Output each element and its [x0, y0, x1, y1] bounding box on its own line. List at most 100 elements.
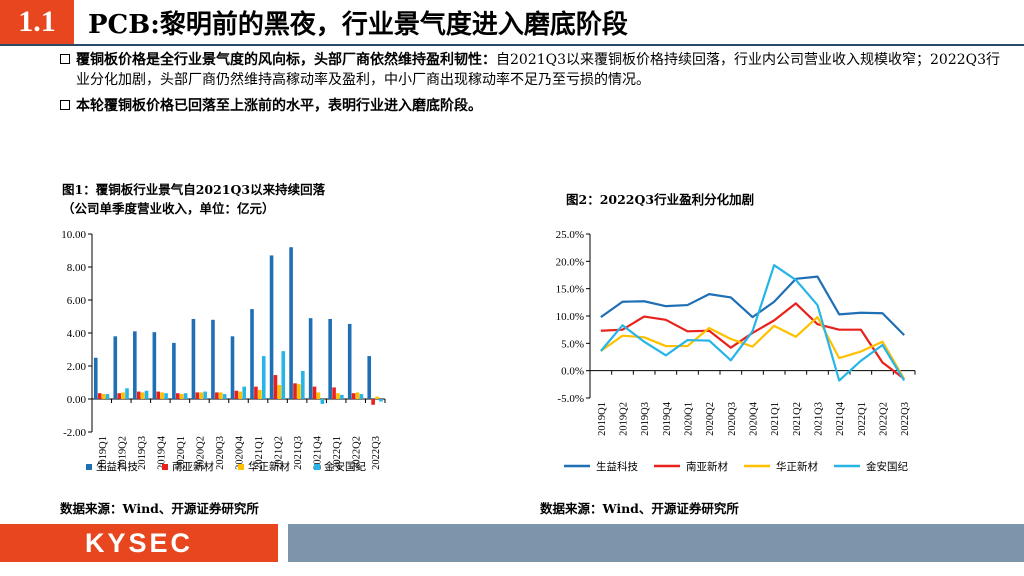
- section-number-badge: 1.1: [0, 0, 74, 44]
- x-tick-label: 2020Q3: [215, 436, 226, 470]
- bar-0: [328, 318, 332, 399]
- bar-1: [175, 393, 180, 399]
- y-tick-label: 6.00: [67, 295, 87, 307]
- bar-0: [113, 336, 118, 399]
- bar-3: [301, 370, 305, 399]
- x-tick-label: 2021Q2: [792, 402, 803, 436]
- bar-2: [140, 392, 145, 399]
- x-tick-label: 2021Q4: [313, 435, 324, 470]
- y-tick-label: 10.0%: [556, 311, 584, 323]
- x-tick-label: 2020Q4: [749, 401, 760, 436]
- x-tick-label: 2019Q3: [640, 402, 651, 436]
- figure1-source: 数据来源：Wind、开源证券研究所: [60, 501, 259, 516]
- bullet-list: 覆铜板价格是全行业景气度的风向标，头部厂商依然维持盈利韧性：自2021Q3以来覆…: [60, 50, 1005, 122]
- bar-2: [101, 394, 106, 399]
- title-divider: [0, 44, 1024, 46]
- bar-3: [105, 394, 110, 399]
- bar-1: [371, 399, 375, 405]
- bar-1: [254, 386, 258, 399]
- figure1-title: 图1：覆铜板行业景气自2021Q3以来持续回落 （公司单季度营业收入，单位：亿元…: [62, 180, 325, 218]
- bullet-text: 本轮覆铜板价格已回落至上涨前的水平，表明行业进入磨底阶段。: [76, 96, 1005, 116]
- legend-label: 华正新材: [776, 460, 818, 473]
- x-tick-label: 2020Q2: [705, 402, 716, 436]
- x-tick-label: 2019Q2: [117, 436, 128, 470]
- x-tick-label: 2019Q1: [597, 402, 608, 436]
- x-tick-label: 2021Q3: [814, 402, 825, 436]
- bar-3: [340, 394, 344, 399]
- x-tick-label: 2021Q2: [274, 436, 285, 470]
- kysec-logo: KYSEC: [0, 524, 278, 562]
- figure2-source: 数据来源：Wind、开源证券研究所: [540, 501, 739, 516]
- bar-0: [269, 255, 274, 399]
- bullet-text: 覆铜板价格是全行业景气度的风向标，头部厂商依然维持盈利韧性：自2021Q3以来覆…: [76, 50, 1005, 90]
- bar-3: [320, 399, 325, 404]
- bar-0: [172, 342, 176, 399]
- y-tick-label: 20.0%: [556, 256, 584, 268]
- x-tick-label: 2021Q1: [770, 402, 781, 436]
- bar-3: [222, 394, 227, 399]
- bar-2: [316, 392, 321, 399]
- x-tick-label: 2021Q3: [293, 436, 304, 470]
- bullet-item: 本轮覆铜板价格已回落至上涨前的水平，表明行业进入磨底阶段。: [60, 96, 1005, 116]
- bar-2: [218, 392, 223, 399]
- revenue-bar-chart: -2.00 0.00 2.00 4.00 6.00 8.00 10.00 2019Q1 2019…: [61, 229, 386, 473]
- bar-2: [199, 392, 204, 399]
- x-tick-label: 2022Q1: [332, 436, 343, 470]
- bar-2: [121, 392, 125, 399]
- bar-0: [93, 357, 98, 399]
- legend-swatch: [86, 464, 92, 470]
- x-tick-label: 2020Q4: [235, 435, 246, 470]
- legend-label: 生益科技: [96, 460, 138, 473]
- x-tick-label: 2020Q1: [684, 402, 695, 436]
- bar-3: [281, 351, 286, 399]
- x-tick-label: 2022Q1: [857, 402, 868, 436]
- bar-2: [238, 391, 243, 399]
- bar-1: [332, 387, 336, 399]
- bar-0: [367, 356, 372, 399]
- bar-0: [191, 318, 196, 399]
- y-tick-label: 4.00: [67, 328, 87, 340]
- x-tick-label: 2019Q3: [137, 436, 148, 470]
- figure2-title: 图2：2022Q3行业盈利分化加剧: [566, 192, 755, 207]
- bar-3: [164, 393, 168, 399]
- legend-swatch: [238, 464, 244, 470]
- x-tick-label: 2021Q1: [254, 436, 265, 470]
- legend-label: 华正新材: [248, 460, 290, 473]
- checkbox-bullet-icon: [60, 54, 70, 64]
- bar-0: [211, 319, 215, 399]
- bullet-item: 覆铜板价格是全行业景气度的风向标，头部厂商依然维持盈利韧性：自2021Q3以来覆…: [60, 50, 1005, 90]
- footer: KYSEC: [0, 524, 1024, 562]
- bar-1: [312, 386, 317, 399]
- x-tick-label: 2019Q2: [619, 402, 630, 436]
- y-tick-label: 0.00: [67, 394, 87, 406]
- y-tick-label: 5.0%: [561, 338, 584, 350]
- checkbox-bullet-icon: [60, 100, 70, 110]
- bar-3: [359, 394, 364, 399]
- bar-0: [250, 309, 254, 399]
- legend-swatch: [162, 464, 168, 470]
- y-tick-label: -5.0%: [557, 393, 584, 405]
- series-line-0: [600, 275, 905, 336]
- bar-1: [234, 390, 239, 399]
- bar-2: [297, 384, 301, 399]
- bar-3: [183, 393, 188, 399]
- bar-3: [379, 399, 383, 402]
- bar-1: [117, 393, 121, 399]
- bar-1: [215, 392, 219, 399]
- bar-3: [242, 386, 247, 399]
- y-tick-label: 8.00: [67, 262, 87, 274]
- bar-2: [375, 396, 379, 399]
- bar-3: [144, 390, 149, 399]
- bar-2: [179, 394, 184, 399]
- bar-3: [203, 391, 207, 399]
- series-line-2: [600, 315, 906, 380]
- bar-0: [347, 323, 352, 399]
- bar-2: [258, 389, 262, 399]
- legend-label: 金安国纪: [324, 460, 366, 473]
- bar-1: [273, 375, 278, 399]
- legend-swatch: [314, 464, 320, 470]
- bullet-heading: 本轮覆铜板价格已回落至上涨前的水平，表明行业进入磨底阶段。: [76, 98, 482, 114]
- bar-1: [293, 383, 297, 399]
- x-tick-label: 2019Q4: [662, 401, 673, 436]
- bar-1: [351, 393, 356, 399]
